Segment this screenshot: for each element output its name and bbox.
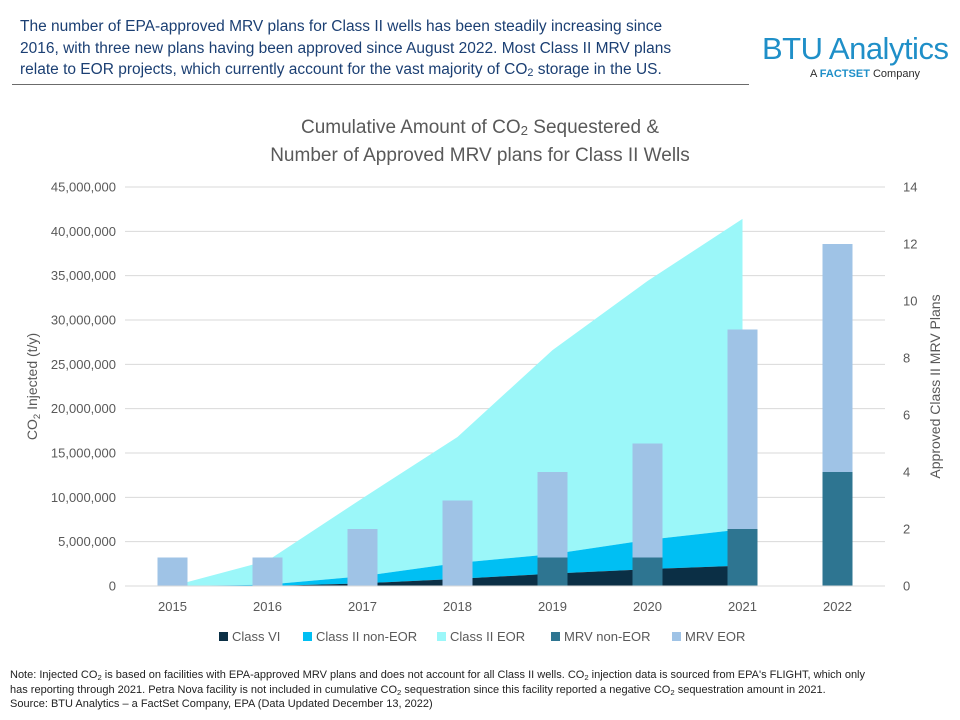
y-right-axis-title: Approved Class II MRV Plans xyxy=(927,294,943,478)
y-left-tick-label: 30,000,000 xyxy=(51,313,116,328)
logo-tagline-c: Company xyxy=(869,68,921,80)
note-sub: 2 xyxy=(584,673,589,682)
y-right-tick-label: 10 xyxy=(903,294,917,309)
chart-title: Cumulative Amount of CO2 Sequestered & N… xyxy=(180,114,780,170)
area-class-vi xyxy=(172,565,743,586)
y-right-tick-label: 8 xyxy=(903,351,910,366)
legend-swatch xyxy=(551,632,560,641)
x-tick-label: 2019 xyxy=(538,599,567,614)
x-tick-label: 2022 xyxy=(823,599,852,614)
bar-mrv-non-eor xyxy=(632,557,663,586)
btu-analytics-logo: BTU Analytics A FACTSET Company xyxy=(762,31,952,81)
legend-label: MRV non-EOR xyxy=(564,629,650,644)
x-tick-label: 2015 xyxy=(158,599,187,614)
note-2a: has reporting through 2021. Petra Nova f… xyxy=(10,683,398,696)
bar-mrv-eor xyxy=(347,529,378,586)
y-left-tick-label: 0 xyxy=(109,579,116,594)
headline-text: The number of EPA-approved MRV plans for… xyxy=(20,16,750,81)
legend-swatch xyxy=(303,632,312,641)
headline-divider xyxy=(12,84,749,85)
legend-label: Class II non-EOR xyxy=(316,629,417,644)
bar-mrv-non-eor xyxy=(822,472,853,586)
note-1a: Note: Injected CO xyxy=(10,669,98,681)
headline-line-3a: relate to EOR projects, which currently … xyxy=(20,61,528,78)
x-tick-label: 2020 xyxy=(633,599,662,614)
chart-title-1b: Sequestered & xyxy=(528,117,660,138)
footnote: Note: Injected CO2 is based on facilitie… xyxy=(10,668,955,712)
legend-swatch xyxy=(672,632,681,641)
legend-swatch xyxy=(437,632,446,641)
note-1b: is based on facilities with EPA-approved… xyxy=(101,669,585,681)
legend: Class VI Class II non-EOR Class II EOR MRV … xyxy=(219,629,745,644)
y-right-tick-label: 6 xyxy=(903,408,910,423)
y-right-tick-label: 2 xyxy=(903,522,910,537)
bar-mrv-non-eor xyxy=(727,529,758,586)
bar-mrv-eor xyxy=(632,443,663,558)
bar-mrv-eor xyxy=(157,557,188,586)
bar-mrv-eor xyxy=(442,500,473,586)
x-tick-label: 2018 xyxy=(443,599,472,614)
footnote-line-2: has reporting through 2021. Petra Nova f… xyxy=(10,683,955,698)
chart-title-line-1: Cumulative Amount of CO2 Sequestered & xyxy=(180,114,780,142)
y-left-tick-label: 20,000,000 xyxy=(51,401,116,416)
logo-tagline-a: A xyxy=(810,68,820,80)
note-1c: injection data is sourced from EPA's FLI… xyxy=(588,669,866,681)
logo-tagline-factset: FACTSET xyxy=(819,68,870,80)
x-tick-label: 2017 xyxy=(348,599,377,614)
legend-swatch xyxy=(219,632,228,641)
y-right-tick-label: 0 xyxy=(903,579,910,594)
note-sub: 2 xyxy=(97,673,102,682)
headline-line-1: The number of EPA-approved MRV plans for… xyxy=(20,18,663,35)
bar-mrv-eor xyxy=(252,557,283,586)
legend-label: Class II EOR xyxy=(450,629,525,644)
y-right-tick-label: 4 xyxy=(903,465,910,480)
area-class-ii-eor xyxy=(172,218,743,587)
chart-title-1a: Cumulative Amount of CO xyxy=(300,117,521,138)
y-left-tick-label: 45,000,000 xyxy=(51,180,116,195)
bar-mrv-eor xyxy=(537,472,568,558)
headline-line-3b: storage in the US. xyxy=(533,61,662,78)
y-left-tick-label: 25,000,000 xyxy=(51,357,116,372)
bar-mrv-eor xyxy=(727,329,758,529)
legend-label: Class VI xyxy=(232,629,280,644)
chart-title-sub: 2 xyxy=(520,123,529,138)
x-tick-label: 2016 xyxy=(253,599,282,614)
x-tick-label: 2021 xyxy=(728,599,757,614)
chart-title-line-2: Number of Approved MRV plans for Class I… xyxy=(270,145,690,166)
logo-tagline: A FACTSET Company xyxy=(810,68,952,80)
headline-line-3: relate to EOR projects, which currently … xyxy=(20,59,750,81)
footnote-line-1: Note: Injected CO2 is based on facilitie… xyxy=(10,668,955,683)
y-right-tick-label: 12 xyxy=(903,237,917,252)
logo-wordmark: BTU Analytics xyxy=(762,31,949,66)
y-left-axis-title: CO2 Injected (t/y) xyxy=(24,333,43,440)
note-2c: sequestration amount in 2021. xyxy=(674,683,826,696)
y-left-tick-label: 15,000,000 xyxy=(51,446,116,461)
y-left-tick-label: 10,000,000 xyxy=(51,490,116,505)
y-left-tick-label: 5,000,000 xyxy=(58,534,116,549)
note-2b: sequestration since this facility report… xyxy=(401,683,671,696)
legend-label: MRV EOR xyxy=(685,629,745,644)
y-left-tick-label: 35,000,000 xyxy=(51,268,116,283)
axes: 0 5,000,000 10,000,000 15,000,000 20,000,000… xyxy=(24,180,943,615)
bar-mrv-eor xyxy=(822,244,853,472)
headline-line-2: 2016, with three new plans having been a… xyxy=(20,39,672,57)
y-left-tick-label: 40,000,000 xyxy=(51,224,116,239)
y-right-tick-label: 14 xyxy=(903,180,917,195)
note-sub: 2 xyxy=(670,687,675,697)
headline-sub: 2 xyxy=(527,67,534,79)
bar-series xyxy=(157,244,853,586)
note-sub: 2 xyxy=(397,687,402,697)
bar-mrv-non-eor xyxy=(537,557,568,586)
footnote-source: Source: BTU Analytics – a FactSet Compan… xyxy=(10,698,433,710)
